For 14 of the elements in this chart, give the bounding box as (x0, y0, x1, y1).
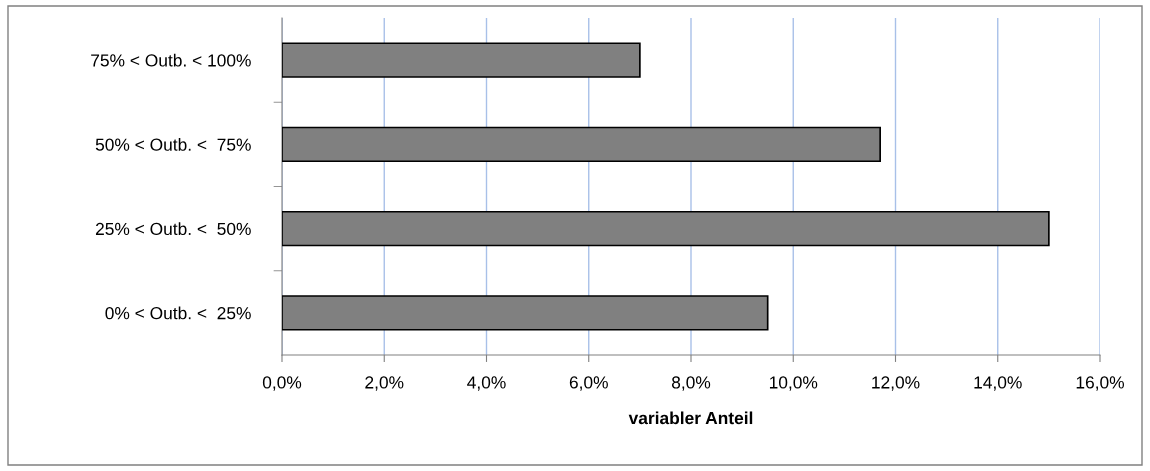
y-tick-label: 25% < Outb. < 50% (95, 222, 251, 236)
x-tick-label: 2,0% (365, 376, 404, 391)
y-tick-label: 50% < Outb. < 75% (95, 138, 251, 151)
x-tick-label: 14,0% (974, 376, 1022, 391)
x-tick-label: 16,0% (1076, 376, 1124, 391)
x-axis-title: variabler Anteil (628, 411, 753, 425)
y-tick-label: 0% < Outb. < 25% (105, 306, 251, 320)
x-tick-label: 4,0% (467, 376, 506, 391)
x-tick-label: 6,0% (569, 376, 608, 391)
x-tick-label: 10,0% (769, 376, 818, 391)
x-tick-label: 12,0% (872, 376, 920, 391)
y-tick-label: 75% < Outb. < 100% (91, 53, 251, 67)
x-tick-label: 0,0% (262, 376, 302, 391)
x-tick-label: 8,0% (671, 376, 711, 391)
